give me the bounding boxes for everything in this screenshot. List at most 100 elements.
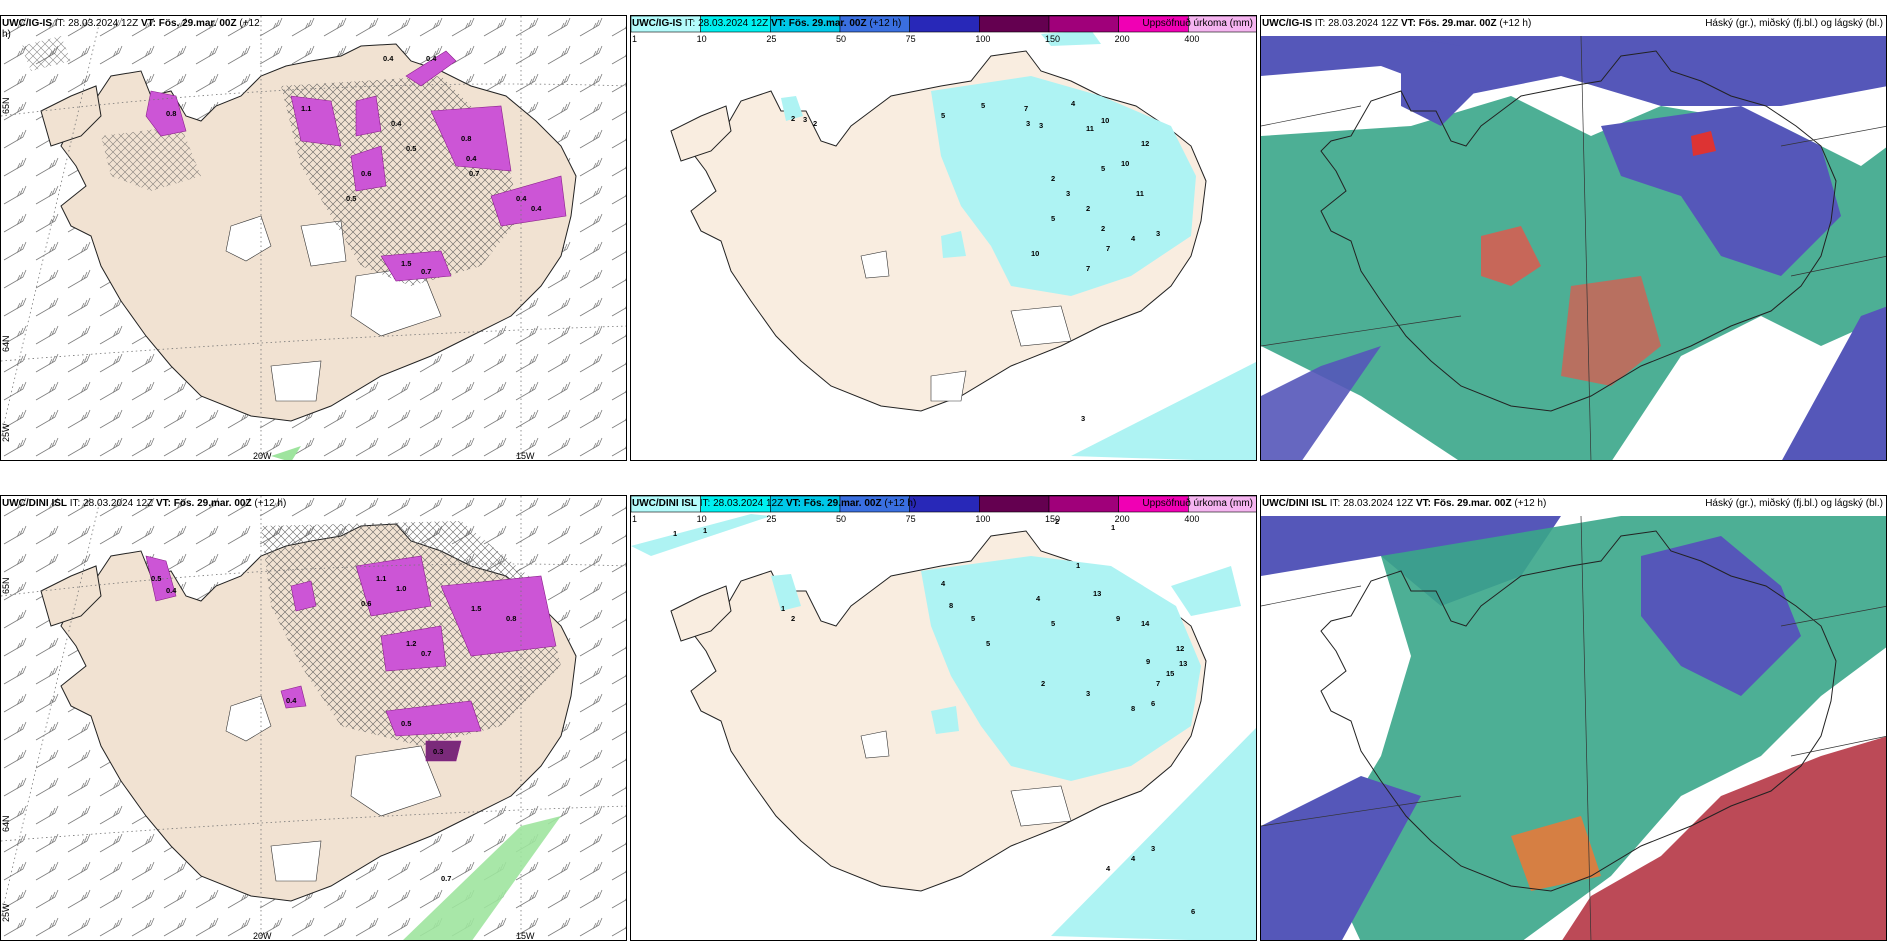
svg-text:7: 7 bbox=[1106, 244, 1110, 253]
svg-text:0.5: 0.5 bbox=[346, 194, 356, 203]
svg-text:3: 3 bbox=[1066, 189, 1070, 198]
wind-map: 0.5 0.4 1.1 1.0 0.6 1.5 0.8 1.2 0.7 0.5 … bbox=[1, 496, 626, 941]
svg-text:4: 4 bbox=[1036, 594, 1041, 603]
svg-text:20W: 20W bbox=[253, 451, 272, 461]
colorbar-tick-label: 10 bbox=[697, 514, 707, 524]
svg-text:0.7: 0.7 bbox=[421, 649, 431, 658]
svg-text:25W: 25W bbox=[1, 903, 11, 922]
svg-text:5: 5 bbox=[1051, 214, 1055, 223]
svg-text:0.7: 0.7 bbox=[421, 267, 431, 276]
cloud-map bbox=[1261, 35, 1886, 460]
svg-text:2: 2 bbox=[791, 114, 795, 123]
panel-variable-label: Uppsöfnuð úrkoma (mm) bbox=[1142, 18, 1253, 29]
colorbar-tick-label: 75 bbox=[906, 34, 916, 44]
svg-text:8: 8 bbox=[1131, 704, 1135, 713]
svg-text:0.6: 0.6 bbox=[361, 599, 371, 608]
svg-text:5: 5 bbox=[941, 111, 945, 120]
panel-title: UWC/IG-IS IT: 28.03.2024 12Z VT: Fös. 29… bbox=[1262, 18, 1532, 29]
svg-text:5: 5 bbox=[981, 101, 985, 110]
panel-title: UWC/IG-IS IT: 28.03.2024 12Z VT: Fös. 29… bbox=[632, 18, 902, 29]
svg-text:0.7: 0.7 bbox=[441, 874, 451, 883]
map-panel-top-right: UWC/IG-IS IT: 28.03.2024 12Z VT: Fös. 29… bbox=[1260, 15, 1887, 461]
svg-text:0.4: 0.4 bbox=[286, 696, 297, 705]
svg-text:1.1: 1.1 bbox=[376, 574, 386, 583]
svg-text:1: 1 bbox=[673, 529, 677, 538]
panel-title: UWC/IG-IS IT: 28.03.2024 12Z VT: Fös. 29… bbox=[2, 18, 260, 40]
svg-text:12: 12 bbox=[1176, 644, 1184, 653]
svg-text:15W: 15W bbox=[516, 931, 535, 941]
cloud-map bbox=[1261, 515, 1886, 940]
svg-text:2: 2 bbox=[1051, 174, 1055, 183]
svg-text:0.6: 0.6 bbox=[361, 169, 371, 178]
svg-text:5: 5 bbox=[1101, 164, 1105, 173]
panel-variable-label: Háský (gr.), miðský (fj.bl.) og lágský (… bbox=[1705, 498, 1883, 509]
colorbar-tick-label: 400 bbox=[1184, 514, 1199, 524]
colorbar-segment bbox=[1188, 16, 1256, 33]
svg-text:3: 3 bbox=[1026, 119, 1030, 128]
svg-text:1.0: 1.0 bbox=[396, 584, 406, 593]
svg-text:0.5: 0.5 bbox=[406, 144, 416, 153]
svg-text:20W: 20W bbox=[253, 931, 272, 941]
svg-text:3: 3 bbox=[1039, 121, 1043, 130]
colorbar-tick-label: 25 bbox=[766, 34, 776, 44]
svg-text:14: 14 bbox=[1141, 619, 1150, 628]
svg-text:0.4: 0.4 bbox=[531, 204, 542, 213]
svg-text:15W: 15W bbox=[516, 451, 535, 461]
precip-colorbar: 1 10 25 50 75 100 150 200 400 bbox=[631, 496, 1256, 524]
svg-text:2: 2 bbox=[1041, 679, 1045, 688]
wind-map: 0.4 0.4 0.8 1.1 0.4 0.5 0.8 0.4 0.7 0.6 0.4 0.… bbox=[1, 16, 626, 461]
colorbar-segment bbox=[1048, 496, 1119, 513]
colorbar-tick-label: 50 bbox=[836, 514, 846, 524]
svg-text:3: 3 bbox=[1156, 229, 1160, 238]
svg-text:7: 7 bbox=[1086, 264, 1090, 273]
colorbar-segment bbox=[1048, 16, 1119, 33]
colorbar-tick-label: 10 bbox=[697, 34, 707, 44]
panel-title: UWC/DINI ISL IT: 28.03.2024 12Z VT: Fös.… bbox=[1262, 498, 1547, 509]
svg-text:0.4: 0.4 bbox=[383, 54, 394, 63]
colorbar-tick-label: 25 bbox=[766, 514, 776, 524]
svg-text:0.5: 0.5 bbox=[401, 719, 411, 728]
svg-text:0.8: 0.8 bbox=[461, 134, 471, 143]
svg-text:64N: 64N bbox=[1, 335, 11, 352]
panel-title: UWC/DINI ISL IT: 28.03.2024 12Z VT: Fös.… bbox=[2, 498, 287, 509]
colorbar-tick-label: 1 bbox=[632, 34, 637, 44]
iceland-land bbox=[1320, 50, 1837, 412]
svg-text:2: 2 bbox=[1086, 204, 1090, 213]
map-panel-bottom-middle: UWC/DINI ISL IT: 28.03.2024 12Z VT: Fös.… bbox=[630, 495, 1257, 941]
colorbar-tick-label: 200 bbox=[1115, 514, 1130, 524]
svg-text:3: 3 bbox=[803, 115, 807, 124]
svg-text:0.8: 0.8 bbox=[166, 109, 176, 118]
svg-text:4: 4 bbox=[1071, 99, 1076, 108]
iceland-land bbox=[1320, 530, 1837, 892]
svg-text:1.2: 1.2 bbox=[406, 639, 416, 648]
svg-text:5: 5 bbox=[971, 614, 975, 623]
svg-text:0.4: 0.4 bbox=[466, 154, 477, 163]
svg-text:0.4: 0.4 bbox=[166, 586, 177, 595]
svg-text:2: 2 bbox=[1101, 224, 1105, 233]
svg-text:2: 2 bbox=[1055, 517, 1059, 526]
svg-text:7: 7 bbox=[1024, 104, 1028, 113]
svg-text:1: 1 bbox=[781, 604, 785, 613]
precip-map: 2 3 2 5 5 7 4 10 3 3 11 12 5 10 2 3 2 11… bbox=[670, 30, 1256, 460]
precip-colorbar: 1 10 25 50 75 100 150 200 400 bbox=[631, 16, 1256, 44]
svg-text:0.4: 0.4 bbox=[516, 194, 527, 203]
colorbar-segment bbox=[979, 496, 1050, 513]
colorbar-tick-label: 50 bbox=[836, 34, 846, 44]
colorbar-segment bbox=[909, 496, 980, 513]
svg-text:64N: 64N bbox=[1, 815, 11, 832]
svg-text:4: 4 bbox=[1131, 854, 1136, 863]
svg-text:15: 15 bbox=[1166, 669, 1174, 678]
colorbar-tick-label: 150 bbox=[1045, 34, 1060, 44]
map-panel-bottom-left: UWC/DINI ISL IT: 28.03.2024 12Z VT: Fös.… bbox=[0, 495, 627, 941]
svg-text:1.5: 1.5 bbox=[401, 259, 411, 268]
svg-text:7: 7 bbox=[1156, 679, 1160, 688]
map-panel-top-middle: UWC/IG-IS IT: 28.03.2024 12Z VT: Fös. 29… bbox=[630, 15, 1257, 461]
precip-map: 1 1 2 1 1 2 4 8 4 13 1 5 5 9 14 12 13 15… bbox=[631, 514, 1256, 940]
svg-text:0.4: 0.4 bbox=[391, 119, 402, 128]
svg-text:3: 3 bbox=[1151, 844, 1155, 853]
colorbar-tick-label: 100 bbox=[975, 514, 990, 524]
svg-text:11: 11 bbox=[1136, 189, 1144, 198]
svg-text:4: 4 bbox=[1131, 234, 1136, 243]
svg-text:11: 11 bbox=[1086, 124, 1094, 133]
svg-text:1: 1 bbox=[1111, 523, 1115, 532]
